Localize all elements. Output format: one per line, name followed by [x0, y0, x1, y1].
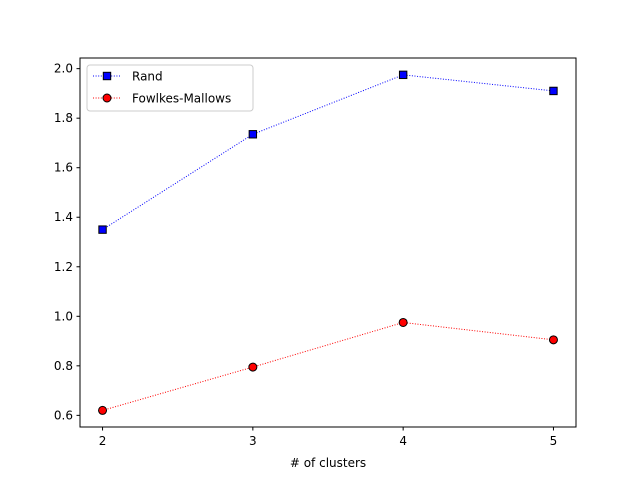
plot-area	[98, 70, 558, 415]
data-point-rand	[98, 225, 107, 234]
legend: Rand Fowlkes-Mallows	[86, 64, 254, 112]
data-point-rand	[248, 130, 258, 139]
legend-box	[86, 64, 254, 112]
y-tick-label: 1.2	[54, 260, 73, 274]
x-tick-label: 5	[550, 434, 558, 448]
series-line-fowlkes-mallows	[102, 321, 554, 411]
y-tick-label: 1.0	[54, 309, 73, 323]
y-tick-label: 1.6	[54, 161, 73, 175]
data-point-rand	[398, 70, 408, 80]
data-point-rand	[549, 86, 558, 96]
legend-label-rand: Rand	[132, 70, 163, 84]
y-tick-label: 1.8	[54, 111, 73, 125]
y-tick-label: 2.0	[54, 62, 73, 76]
legend-marker-rand	[102, 71, 112, 81]
y-tick-label: 0.8	[54, 359, 73, 373]
x-tick-label: 3	[249, 434, 257, 448]
legend-marker-fowlkes-mallows	[102, 93, 112, 103]
series-line-rand	[102, 74, 554, 231]
x-tick-label: 2	[99, 434, 107, 448]
x-axis-label: # of clusters	[290, 456, 366, 470]
data-point-fowlkes-mallows	[548, 335, 558, 345]
data-point-fowlkes-mallows	[398, 317, 408, 327]
y-tick-label: 1.4	[54, 210, 73, 224]
legend-label-fowlkes-mallows: Fowlkes-Mallows	[132, 92, 231, 106]
data-point-fowlkes-mallows	[248, 362, 258, 372]
y-tick-label: 0.6	[54, 408, 73, 422]
x-tick-label: 4	[399, 434, 407, 448]
axes-frame	[79, 57, 577, 428]
data-point-fowlkes-mallows	[98, 405, 108, 415]
axis-ticks: 2 3 4 5 0.6 0.8 1.0 1.2 1.4 1.6 1.8 2.0	[54, 62, 557, 448]
